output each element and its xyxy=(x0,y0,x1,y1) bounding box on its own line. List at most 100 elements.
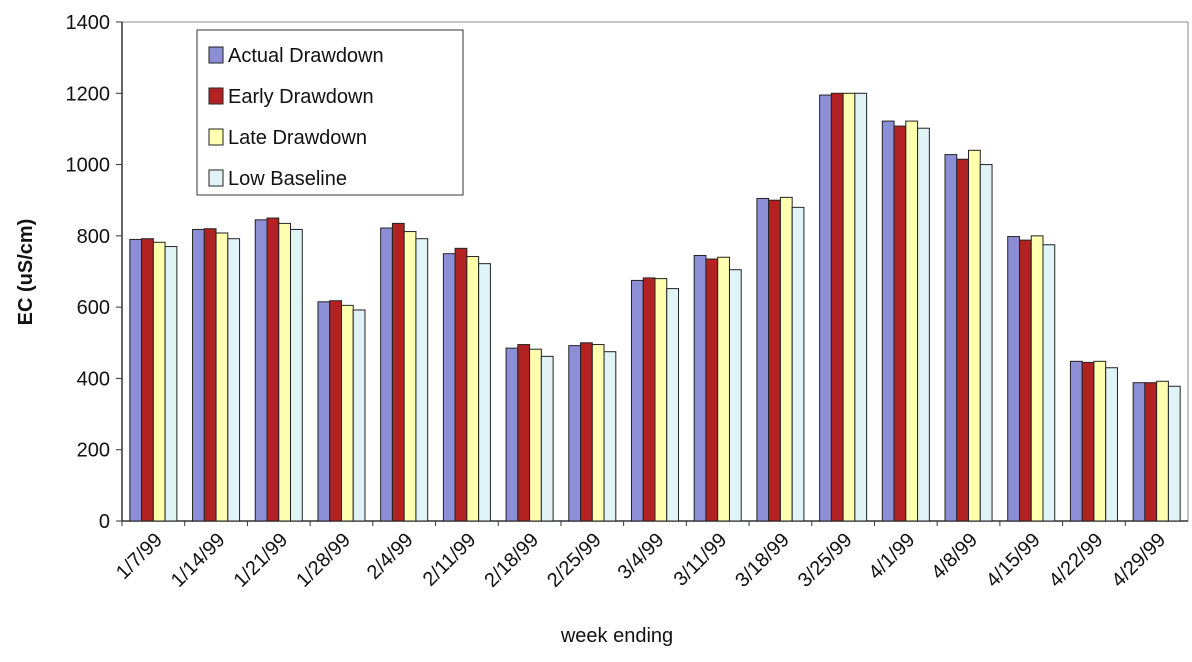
x-axis-label: week ending xyxy=(560,625,673,647)
x-tick-label: 4/15/99 xyxy=(982,529,1045,592)
bar xyxy=(568,345,582,522)
legend-swatch xyxy=(208,169,224,187)
bar xyxy=(666,288,680,522)
legend-label: Late Drawdown xyxy=(228,127,367,149)
bar xyxy=(254,219,268,522)
bar xyxy=(529,348,542,522)
bar xyxy=(642,277,656,522)
legend-swatch xyxy=(208,128,224,146)
bar xyxy=(478,263,491,522)
bar xyxy=(164,246,178,522)
bar xyxy=(505,347,519,522)
x-tick-label: 3/11/99 xyxy=(670,529,732,591)
bar xyxy=(203,228,217,522)
legend-label: Actual Drawdown xyxy=(228,45,384,67)
bar xyxy=(540,355,554,522)
bar xyxy=(779,196,793,522)
bar xyxy=(917,127,930,522)
bar xyxy=(791,206,805,522)
x-tick-label: 1/28/99 xyxy=(292,529,355,592)
bar xyxy=(842,92,856,522)
bar xyxy=(968,149,981,522)
legend-swatch xyxy=(208,87,224,105)
bar xyxy=(380,227,393,522)
bar xyxy=(905,120,919,522)
bar xyxy=(192,228,205,522)
bar xyxy=(654,278,668,522)
x-tick-label: 2/25/99 xyxy=(543,529,606,592)
bar xyxy=(215,232,229,522)
bar xyxy=(768,199,781,522)
bar xyxy=(352,309,366,522)
bar xyxy=(266,217,280,522)
bar xyxy=(517,344,531,522)
y-tick-label: 0 xyxy=(99,511,110,533)
bar xyxy=(881,120,895,522)
bar xyxy=(830,92,844,522)
bar xyxy=(391,222,405,522)
bar xyxy=(403,231,417,522)
x-tick-label: 4/8/99 xyxy=(927,529,982,584)
bar xyxy=(1132,382,1146,522)
bar xyxy=(1167,385,1181,522)
bar xyxy=(1042,244,1056,522)
x-tick-label: 2/4/99 xyxy=(363,529,418,584)
legend-box xyxy=(196,29,464,196)
bar xyxy=(415,238,429,522)
bar xyxy=(1144,382,1158,522)
y-tick-label: 1000 xyxy=(66,155,111,177)
x-tick-label: 1/21/99 xyxy=(230,529,293,592)
y-tick-label: 1400 xyxy=(66,12,111,34)
bar xyxy=(630,279,644,522)
bar xyxy=(717,256,730,522)
bar xyxy=(756,197,770,522)
x-tick-label: 1/7/99 xyxy=(112,529,167,584)
y-tick-label: 600 xyxy=(77,297,110,319)
bar xyxy=(329,300,342,522)
bar xyxy=(819,94,832,522)
y-axis-label: EC (uS/cm) xyxy=(15,219,37,326)
x-tick-label: 1/14/99 xyxy=(167,529,230,592)
bar xyxy=(854,92,868,522)
y-tick-label: 1200 xyxy=(66,83,111,105)
bar xyxy=(603,351,617,522)
bar xyxy=(591,344,605,522)
legend-label: Low Baseline xyxy=(228,168,347,190)
bar xyxy=(1105,367,1118,522)
bar xyxy=(1156,380,1169,522)
bar xyxy=(956,158,970,522)
bar xyxy=(979,164,993,522)
bar xyxy=(705,258,719,522)
bar xyxy=(454,247,468,522)
legend-label: Early Drawdown xyxy=(228,86,374,108)
bar xyxy=(1093,360,1107,522)
bar xyxy=(580,342,593,522)
x-tick-label: 3/18/99 xyxy=(731,529,794,592)
bar xyxy=(693,254,707,522)
bar xyxy=(129,238,143,522)
y-tick-label: 200 xyxy=(77,440,110,462)
x-tick-label: 3/25/99 xyxy=(794,529,857,592)
bar xyxy=(1081,361,1095,522)
y-tick-label: 800 xyxy=(77,226,110,248)
bar xyxy=(1030,235,1044,522)
x-tick-label: 4/22/99 xyxy=(1045,529,1108,592)
bar xyxy=(278,222,292,522)
x-tick-label: 2/11/99 xyxy=(419,529,481,591)
bar xyxy=(152,241,166,522)
x-tick-label: 2/18/99 xyxy=(480,529,543,592)
bar xyxy=(340,304,354,522)
bar xyxy=(466,256,480,522)
x-tick-label: 3/4/99 xyxy=(614,529,669,584)
bar xyxy=(1007,236,1020,522)
bar xyxy=(442,253,456,522)
bar xyxy=(290,228,303,522)
bar xyxy=(317,301,331,522)
x-tick-label: 4/1/99 xyxy=(864,529,919,584)
bar xyxy=(893,125,907,522)
bar xyxy=(1018,239,1032,522)
x-tick-label: 4/29/99 xyxy=(1107,529,1170,592)
bar xyxy=(728,269,742,522)
bar xyxy=(141,238,154,522)
